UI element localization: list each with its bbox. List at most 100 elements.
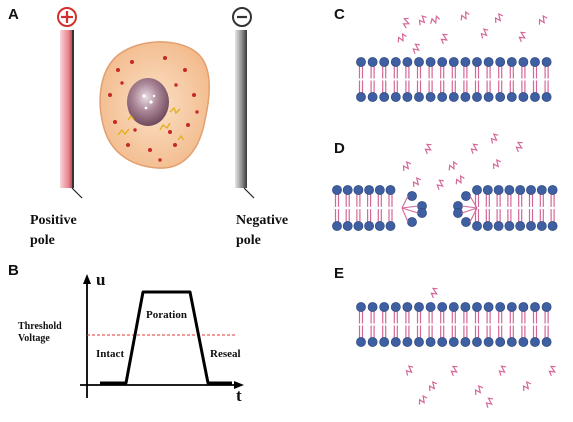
lipid-head <box>472 185 482 195</box>
lipid-head <box>448 302 459 312</box>
lipid-tail <box>367 194 372 207</box>
lipid-tail <box>521 325 526 338</box>
molecule <box>412 176 422 188</box>
lipid-tail <box>440 325 445 338</box>
lipid-tail <box>377 209 382 222</box>
lipid-head <box>414 92 424 102</box>
lipid-head <box>390 302 401 312</box>
lipid-tail <box>370 80 375 93</box>
lipid-head <box>390 92 401 102</box>
pore-lipid-tail <box>461 207 478 214</box>
cell-nucleus <box>127 78 169 126</box>
lipid-tail <box>550 209 555 222</box>
lipid-tail <box>485 194 490 207</box>
molecule <box>518 31 526 43</box>
pore-lipid-tail <box>469 195 478 209</box>
lipid-head <box>437 57 448 67</box>
lipid-head <box>367 57 378 67</box>
lipid-tail <box>485 209 490 222</box>
lipid-head <box>425 302 436 312</box>
lipid-tail <box>532 311 538 324</box>
lipid-tail <box>521 66 526 79</box>
lipid-tail <box>358 66 364 79</box>
lipid-tail <box>370 66 375 79</box>
lipid-tail <box>532 66 538 79</box>
lipid-tail <box>440 66 445 79</box>
lipid-tail <box>356 194 361 207</box>
lipid-head <box>414 57 424 67</box>
lipid-tail <box>334 194 340 207</box>
lipid-tail <box>382 80 387 93</box>
lipid-tail <box>486 66 491 79</box>
lipid-tail <box>532 325 538 338</box>
lipid-tail <box>416 325 422 338</box>
molecule <box>397 32 407 43</box>
lipid-head <box>482 185 493 195</box>
panel-b-letter: B <box>8 262 19 279</box>
lipid-head <box>402 302 413 312</box>
lipid-tail <box>498 325 503 338</box>
lipid-tail <box>393 66 398 79</box>
molecule <box>522 380 532 392</box>
lipid-head <box>504 221 515 231</box>
lipid-head <box>483 337 494 347</box>
lipid-head <box>506 337 517 347</box>
pore-lipid-head <box>461 191 471 201</box>
lipid-tail <box>532 80 538 93</box>
lipid-tail <box>521 80 526 93</box>
threshold-label: Threshold Voltage <box>18 321 62 344</box>
lipid-head <box>495 337 506 347</box>
molecule <box>480 28 489 39</box>
lipid-head <box>437 92 448 102</box>
lipid-head <box>448 92 459 102</box>
lipid-head <box>483 302 494 312</box>
lipid-tail <box>358 80 364 93</box>
lipid-head <box>472 302 482 312</box>
lipid-head <box>342 185 353 195</box>
panel-e-letter: E <box>334 265 345 282</box>
molecule <box>424 143 432 155</box>
lipid-head <box>495 302 506 312</box>
lipid-tail <box>345 194 350 207</box>
lipid-head <box>414 337 424 347</box>
negative-pole-label: Negative pole <box>236 213 289 248</box>
molecule <box>538 14 548 25</box>
lipid-head <box>379 57 390 67</box>
lipid-head <box>506 92 517 102</box>
cell-particles <box>108 56 199 162</box>
lipid-head <box>547 221 558 231</box>
lipid-head <box>472 337 482 347</box>
lipid-head <box>536 185 547 195</box>
lipid-tail <box>539 209 544 222</box>
lipid-tail <box>544 325 549 338</box>
panel-e-membrane <box>356 302 552 347</box>
lipid-head <box>390 337 401 347</box>
lipid-head <box>541 302 552 312</box>
molecule <box>430 14 441 25</box>
x-axis-label: t <box>236 386 242 405</box>
lipid-head <box>495 92 506 102</box>
lipid-tail <box>451 325 456 338</box>
lipid-tail <box>486 80 491 93</box>
molecule <box>402 160 412 172</box>
lipid-tail <box>507 209 512 222</box>
molecule <box>460 10 470 21</box>
lipid-tail <box>367 209 372 222</box>
lipid-head <box>460 337 471 347</box>
molecule <box>498 365 506 376</box>
lipid-head <box>367 302 378 312</box>
molecule <box>430 287 438 299</box>
lipid-head <box>547 185 558 195</box>
lipid-head <box>448 337 459 347</box>
lipid-head <box>460 57 471 67</box>
pore-lipid-tail <box>461 205 478 209</box>
lipid-head <box>367 92 378 102</box>
panel-d-letter: D <box>334 140 345 157</box>
lipid-tail <box>334 209 340 222</box>
pore-lipid-tail <box>401 207 409 223</box>
molecule <box>450 365 458 377</box>
lipid-tail <box>451 66 456 79</box>
molecule <box>515 141 523 153</box>
